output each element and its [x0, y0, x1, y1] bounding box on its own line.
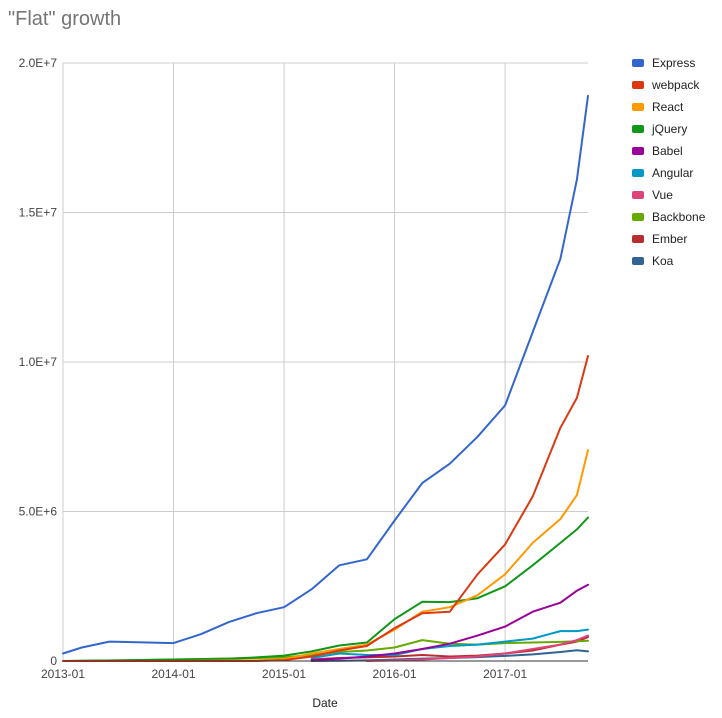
legend-label: jQuery [651, 122, 687, 136]
legend-swatch [632, 213, 644, 221]
legend-label: webpack [651, 78, 700, 92]
series-line-react [62, 449, 589, 662]
series-line-vue [365, 634, 589, 662]
legend-swatch [632, 169, 644, 177]
legend-label: React [652, 100, 684, 114]
x-tick-label: 2015-01 [262, 667, 306, 681]
legend-swatch [632, 191, 644, 199]
legend-swatch [632, 147, 644, 155]
legend-swatch [632, 103, 644, 111]
legend-label: Vue [652, 188, 673, 202]
y-tick-label: 2.0E+7 [19, 56, 58, 70]
axes: 0 5.0E+6 1.0E+7 1.5E+7 2.0E+7 2013-01 2014-01 2… [19, 56, 588, 681]
x-tick-label: 2016-01 [373, 667, 417, 681]
legend-swatch [632, 257, 644, 265]
legend-swatch [632, 59, 644, 67]
chart-title: "Flat" growth [8, 8, 122, 30]
legend-label: Babel [652, 144, 683, 158]
series-line-angular [310, 628, 589, 659]
y-tick-label: 0 [50, 654, 57, 668]
x-axis-title: Date [312, 696, 338, 710]
legend-item-babel[interactable]: Babel [632, 144, 683, 158]
y-tick-label: 1.0E+7 [19, 355, 58, 369]
legend-label: Express [652, 56, 695, 70]
legend-item-jquery[interactable]: jQuery [632, 122, 687, 136]
y-tick-label: 5.0E+6 [19, 505, 58, 519]
legend-item-webpack[interactable]: webpack [632, 78, 700, 92]
series-line-express [62, 94, 589, 655]
legend-swatch [632, 235, 644, 243]
legend-swatch [632, 125, 644, 133]
legend-label: Koa [652, 254, 674, 268]
series-line-babel [310, 583, 589, 662]
legend-label: Angular [652, 166, 693, 180]
series-line-webpack [62, 355, 589, 662]
legend-item-vue[interactable]: Vue [632, 188, 673, 202]
x-tick-label: 2014-01 [152, 667, 196, 681]
legend-label: Backbone [652, 210, 706, 224]
legend-label: Ember [652, 232, 687, 246]
legend: Express webpack React jQuery Babel Angular Vue… [632, 56, 706, 268]
series-lines [62, 94, 589, 662]
y-tick-label: 1.5E+7 [19, 206, 58, 220]
legend-item-react[interactable]: React [632, 100, 684, 114]
legend-item-angular[interactable]: Angular [632, 166, 693, 180]
legend-item-backbone[interactable]: Backbone [632, 210, 706, 224]
gridlines [62, 62, 588, 661]
series-line-jquery [62, 516, 589, 662]
legend-item-koa[interactable]: Koa [632, 254, 674, 268]
legend-swatch [632, 81, 644, 89]
x-tick-label: 2013-01 [41, 667, 85, 681]
legend-item-ember[interactable]: Ember [632, 232, 687, 246]
x-tick-label: 2017-01 [483, 667, 527, 681]
legend-item-express[interactable]: Express [632, 56, 695, 70]
